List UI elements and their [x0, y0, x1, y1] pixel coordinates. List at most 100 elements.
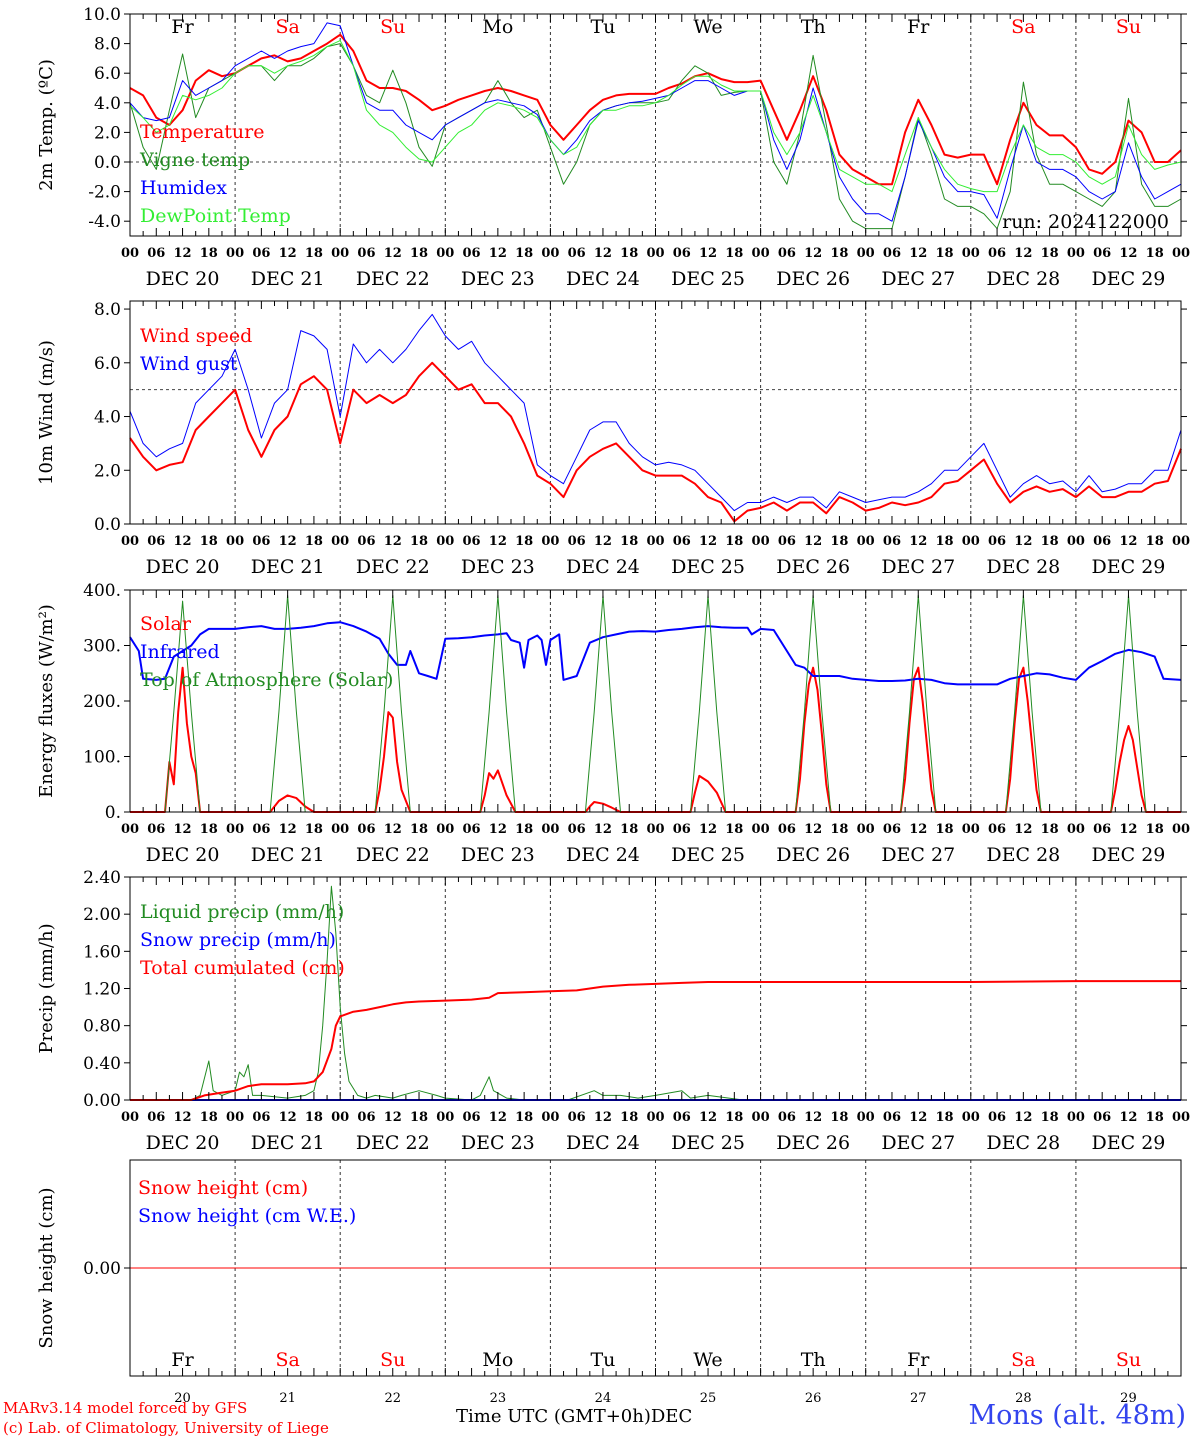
hour-tick-label: 06 [463, 534, 481, 549]
hour-tick-label: 06 [568, 822, 586, 837]
panel-2: 8.0 6.0 4.0 2.0 0.0 10m Wind (m/s) 00 06 12 18 00 0… [36, 300, 1190, 578]
hour-tick-label: 18 [515, 822, 533, 837]
y-tick-label: -2.0 [88, 183, 121, 203]
date-label: DEC 28 [986, 844, 1060, 866]
weekday-label: Sa [1011, 1349, 1035, 1371]
hour-tick-label: 12 [909, 822, 927, 837]
hour-tick-label: 12 [699, 534, 717, 549]
hour-tick-label: 12 [594, 1110, 612, 1125]
time-axis-title-text: Time UTC (GMT+0h) [456, 1406, 651, 1427]
hour-tick-label: 12 [594, 822, 612, 837]
date-label: DEC 22 [356, 844, 430, 866]
hour-tick-label: 12 [279, 822, 297, 837]
hour-tick-label: 12 [174, 1110, 192, 1125]
date-label: DEC 23 [461, 1132, 535, 1154]
hour-tick-label: 06 [1093, 534, 1111, 549]
hour-tick-label: 00 [331, 534, 349, 549]
hour-tick-label: 18 [410, 1110, 428, 1125]
hour-tick-label: 00 [226, 246, 244, 261]
hour-tick-label: 06 [463, 246, 481, 261]
series-line-1 [130, 666, 1181, 813]
hour-tick-label: 18 [935, 534, 953, 549]
hour-tick-label: 06 [147, 822, 165, 837]
date-label: DEC 23 [461, 268, 535, 290]
hour-tick-label: 00 [646, 534, 664, 549]
y-tick-label: 0.40 [83, 1054, 121, 1074]
date-label: DEC 28 [986, 1132, 1060, 1154]
day-number-label: 23 [490, 1391, 507, 1406]
hour-tick-label: 06 [988, 534, 1006, 549]
y-tick-label: 2.0 [94, 123, 121, 143]
date-label: DEC 23 [461, 844, 535, 866]
hour-tick-label: 18 [1146, 534, 1164, 549]
y-tick-label: 2.40 [83, 868, 121, 888]
y-tick-label: 0. [105, 803, 121, 823]
date-label: DEC 25 [671, 556, 745, 578]
hour-tick-label: 18 [200, 534, 218, 549]
hour-tick-label: 06 [778, 246, 796, 261]
hour-tick-label: 06 [147, 534, 165, 549]
date-label: DEC 29 [1092, 1132, 1166, 1154]
hour-tick-label: 06 [988, 246, 1006, 261]
hour-tick-label: 18 [305, 1110, 323, 1125]
hour-tick-label: 18 [830, 822, 848, 837]
legend-entry: DewPoint Temp [140, 205, 291, 227]
weekday-label: Sa [275, 1349, 299, 1371]
hour-tick-label: 12 [699, 1110, 717, 1125]
hour-tick-label: 12 [594, 534, 612, 549]
series-line-4 [129, 40, 1182, 193]
date-label: DEC 29 [1092, 268, 1166, 290]
hour-tick-label: 18 [935, 822, 953, 837]
hour-tick-label: 18 [410, 246, 428, 261]
hour-tick-label: 12 [489, 534, 507, 549]
legend-entry: Snow precip (mm/h) [140, 929, 336, 951]
hour-tick-label: 06 [673, 534, 691, 549]
date-label: DEC 20 [146, 1132, 220, 1154]
hour-tick-label: 12 [174, 822, 192, 837]
date-label: DEC 20 [146, 844, 220, 866]
hour-tick-label: 06 [988, 822, 1006, 837]
hour-tick-label: 12 [804, 822, 822, 837]
hour-tick-label: 18 [410, 822, 428, 837]
hour-tick-label: 12 [1014, 822, 1032, 837]
y-tick-label: 0.80 [83, 1017, 121, 1037]
hour-tick-label: 06 [147, 246, 165, 261]
hour-tick-label: 00 [646, 1110, 664, 1125]
date-label: DEC 20 [146, 556, 220, 578]
day-number-label: 25 [700, 1391, 717, 1406]
hour-tick-label: 18 [725, 1110, 743, 1125]
y-tick-label: 2.0 [94, 461, 121, 481]
hour-tick-label: 18 [620, 534, 638, 549]
panel-3: 400. 300. 200. 100. 0. Energy fluxes (W/m²) 00… [36, 581, 1190, 866]
hour-tick-label: 12 [174, 534, 192, 549]
series-line-2 [129, 313, 1182, 512]
date-label: DEC 21 [251, 844, 325, 866]
hour-tick-label: 12 [804, 1110, 822, 1125]
y-axis-title: Snow height (cm) [36, 1187, 57, 1348]
hour-tick-label: 18 [725, 246, 743, 261]
date-label: DEC 26 [776, 556, 850, 578]
date-label: DEC 26 [776, 1132, 850, 1154]
hour-tick-label: 12 [174, 246, 192, 261]
hour-tick-label: 06 [778, 1110, 796, 1125]
panel-frame [129, 300, 1182, 525]
hour-tick-label: 18 [515, 1110, 533, 1125]
y-tick-label: 0.00 [83, 1091, 121, 1111]
y-tick-label: 0.0 [94, 153, 121, 173]
y-tick-label: 200. [83, 692, 121, 712]
hour-tick-label: 18 [200, 822, 218, 837]
date-label: DEC 22 [356, 556, 430, 578]
y-axis-title: 10m Wind (m/s) [36, 340, 57, 485]
hour-tick-label: 00 [962, 822, 980, 837]
weekday-label: We [693, 1349, 722, 1371]
hour-tick-label: 06 [1093, 822, 1111, 837]
legend-entry: Vigne temp [139, 149, 250, 171]
hour-tick-label: 18 [200, 1110, 218, 1125]
weekday-label: Su [1116, 1349, 1141, 1371]
hour-tick-label: 12 [1014, 1110, 1032, 1125]
hour-tick-label: 12 [489, 246, 507, 261]
date-label: DEC 29 [1092, 556, 1166, 578]
hour-tick-label: 18 [725, 534, 743, 549]
hour-tick-label: 18 [200, 246, 218, 261]
y-tick-label: 4.0 [94, 408, 121, 428]
